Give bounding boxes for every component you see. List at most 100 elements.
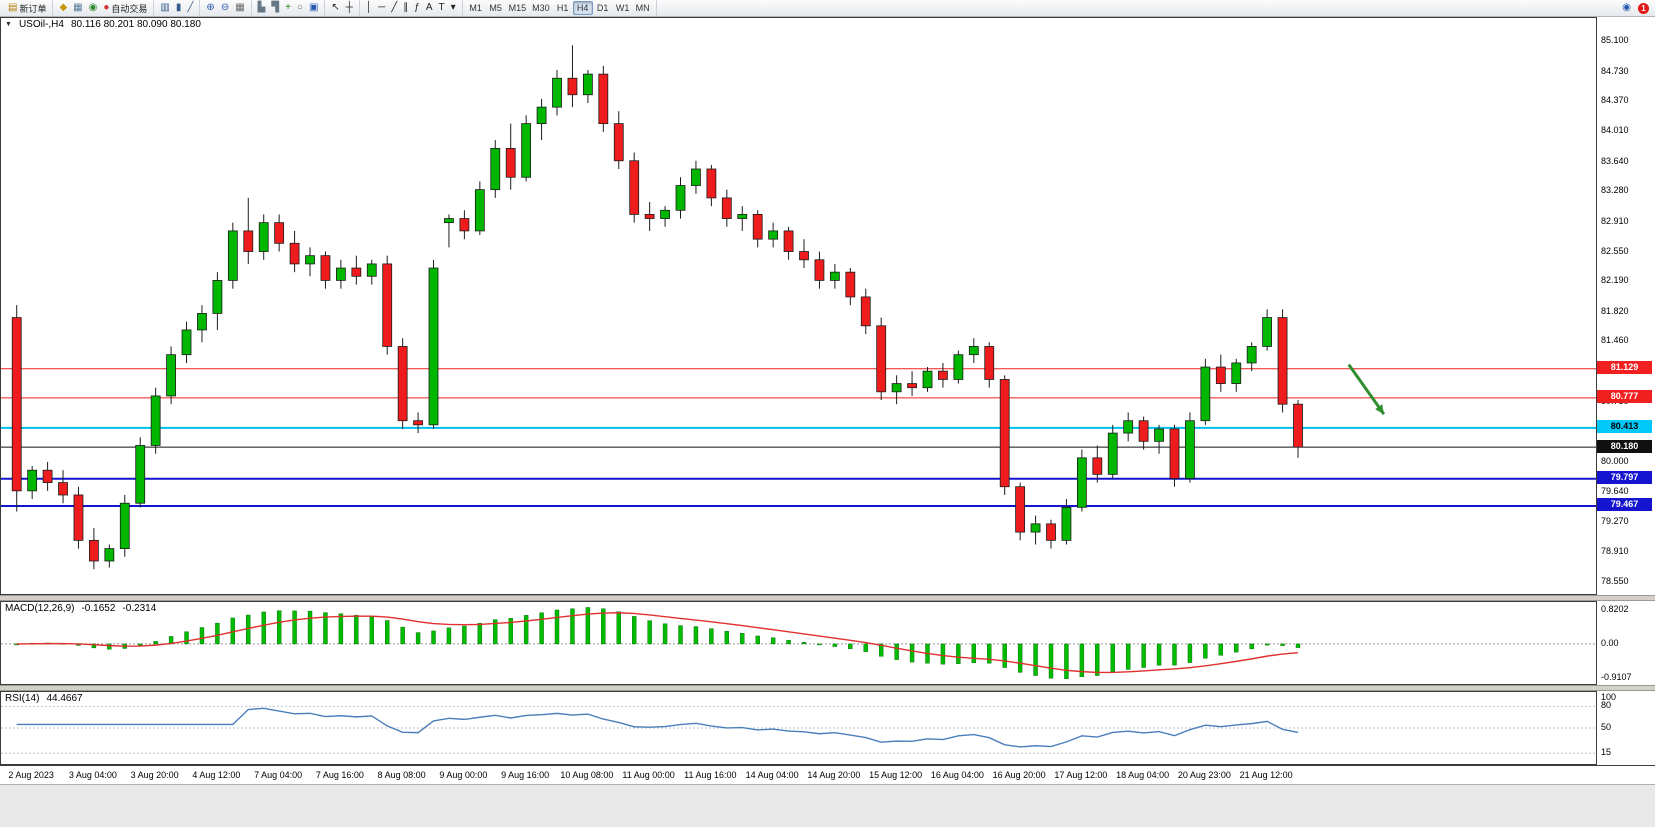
timeframe-m15-button[interactable]: M15 [506,1,530,15]
timeframe-m5-button[interactable]: M5 [486,1,506,15]
toolbar-groups: ▤ 新订单 ◆ ▦ ◉ ● 自动交易 ▥ ▮ ╱ ⊕ ⊖ ▦ ▙ ▜ + ○ ▣ ↖ ┼ │ ─ ╱ ∥ ƒ A T ▾ [2,0,463,16]
timeframe-h4-button[interactable]: H4 [572,1,593,15]
trendline-tool-button[interactable]: ╱ [388,1,400,15]
close-value: 80.180 [170,19,201,30]
text-tool-button[interactable]: A [423,1,436,15]
crosshair-icon: ┼ [345,2,353,13]
ohlc-values: 80.116 80.201 80.090 80.180 [71,19,201,30]
price-tag: 80.777 [1597,390,1652,404]
price-axis[interactable]: 85.100 84.730 84.370 84.010 83.640 83.280 82.9… [1597,17,1655,595]
crosshair-button[interactable]: ┼ [343,1,356,15]
time-label: 16 Aug 20:00 [992,770,1046,780]
price-tick: 83.640 [1601,155,1629,166]
price-tick: 78.550 [1601,575,1629,586]
chart-legend: ▼ USOil-,H4 80.116 80.201 80.090 80.180 [5,19,201,30]
new-order-icon: ▤ [8,2,18,13]
time-label: 10 Aug 08:00 [560,770,614,780]
zoom-in-button[interactable]: ⊕ [203,1,217,15]
horizontal-line-tool-icon: ─ [378,2,386,13]
fibonacci-tool-button[interactable]: ƒ [411,1,423,15]
price-tick: 79.640 [1601,485,1629,496]
rsi-tick: 50 [1601,722,1612,732]
macd-name: MACD(12,26,9) [5,603,75,614]
cursor-button[interactable]: ↖ [328,1,342,15]
time-label: 8 Aug 08:00 [377,770,426,780]
text-tool-icon: A [425,2,433,13]
toolbar: ▤ 新订单 ◆ ▦ ◉ ● 自动交易 ▥ ▮ ╱ ⊕ ⊖ ▦ ▙ ▜ + ○ ▣ ↖ ┼ │ ─ ╱ ∥ ƒ A T ▾ M1 M5 M1… [0,0,1655,17]
time-label: 2 Aug 2023 [8,770,54,780]
time-label: 9 Aug 16:00 [501,770,550,780]
rsi-axis[interactable]: 100 80 50 15 [1597,691,1655,765]
price-tick: 82.910 [1601,215,1629,226]
arrows-dropdown-button[interactable]: ▾ [448,1,459,15]
time-label: 11 Aug 16:00 [684,770,737,780]
auto-trading-button[interactable]: ● 自动交易 [100,1,150,15]
time-axis[interactable]: 2 Aug 2023 3 Aug 04:00 3 Aug 20:00 4 Aug 12… [0,765,1655,784]
add-chart-button[interactable]: + [282,1,294,15]
notification-badge[interactable]: 1 [1638,2,1649,14]
channel-tool-button[interactable]: ∥ [400,1,411,15]
sound-button[interactable]: ◉ [86,1,101,15]
vertical-line-tool-button[interactable]: │ [363,1,375,15]
tile-windows-button[interactable]: ▦ [232,1,247,15]
price-tick: 80.000 [1601,455,1629,466]
arrange-vertical-icon: ▜ [271,2,280,13]
rsi-canvas[interactable] [1,692,1596,764]
macd-max-tick: 0.8202 [1601,604,1629,614]
timeframe-m30-button[interactable]: M30 [529,1,553,15]
time-label: 3 Aug 04:00 [68,770,117,780]
rsi-tick: 100 [1601,692,1617,702]
add-chart-icon: + [285,2,291,13]
rsi-plot-area[interactable] [0,691,1597,765]
price-chart-canvas[interactable] [1,18,1596,594]
horizontal-line-tool-button[interactable]: ─ [375,1,388,15]
help-button[interactable]: ◉ [1619,1,1634,15]
one-click-trading-arrow-icon[interactable]: ▼ [5,21,12,28]
timeframe-w1-button[interactable]: W1 [613,1,633,15]
time-label: 20 Aug 23:00 [1177,770,1231,780]
price-tick: 84.370 [1601,95,1629,106]
candlestick-chart-icon: ▮ [175,2,182,13]
charts-button[interactable]: ◆ [56,1,70,15]
macd-plot-area[interactable] [0,601,1597,685]
label-tool-button[interactable]: T [436,1,448,15]
time-label: 9 Aug 00:00 [439,770,488,780]
zoom-in-icon: ⊕ [206,2,215,13]
indicator-template-button[interactable]: ▣ [306,1,321,15]
timeframe-mn-button[interactable]: MN [633,1,653,15]
auto-trading-label: 自动交易 [111,3,148,14]
line-chart-icon: ╱ [187,2,194,13]
indicator-template-icon: ▣ [308,2,319,13]
zoom-out-icon: ⊖ [220,2,230,13]
arrows-dropdown-icon: ▾ [450,2,456,13]
price-tag: 80.180 [1597,439,1652,453]
panel-splitter-2[interactable] [0,685,1655,691]
line-chart-button[interactable]: ╱ [184,1,196,15]
data-window-button[interactable]: ▦ [70,1,85,15]
macd-axis[interactable]: 0.8202 0.00 -0.9107 [1597,601,1655,685]
time-label: 14 Aug 20:00 [807,770,861,780]
time-label: 7 Aug 16:00 [315,770,364,780]
timeframe-h1-button[interactable]: H1 [553,1,573,15]
macd-canvas[interactable] [1,602,1596,684]
new-order-button[interactable]: ▤ 新订单 [5,1,49,15]
timeframe-d1-button[interactable]: D1 [593,1,613,15]
arrange-horizontal-icon: ▙ [257,2,266,13]
rsi-tick: 80 [1601,700,1612,711]
period-clock-button[interactable]: ○ [294,1,306,15]
price-tick: 82.190 [1601,275,1629,286]
data-window-icon: ▦ [73,2,83,13]
price-tick: 81.820 [1601,305,1629,316]
arrange-vertical-button[interactable]: ▜ [268,1,282,15]
arrange-horizontal-button[interactable]: ▙ [255,1,269,15]
timeframe-m1-button[interactable]: M1 [466,1,486,15]
bar-chart-button[interactable]: ▥ [157,1,172,15]
bottom-strip [0,784,1655,827]
open-value: 80.116 [70,19,101,30]
rsi-value: 44.4667 [46,693,83,704]
zoom-out-button[interactable]: ⊖ [218,1,232,15]
candlestick-chart-button[interactable]: ▮ [173,1,185,15]
price-plot-area[interactable] [0,17,1597,595]
price-tick: 84.010 [1601,125,1629,136]
panel-splitter[interactable] [0,595,1655,601]
